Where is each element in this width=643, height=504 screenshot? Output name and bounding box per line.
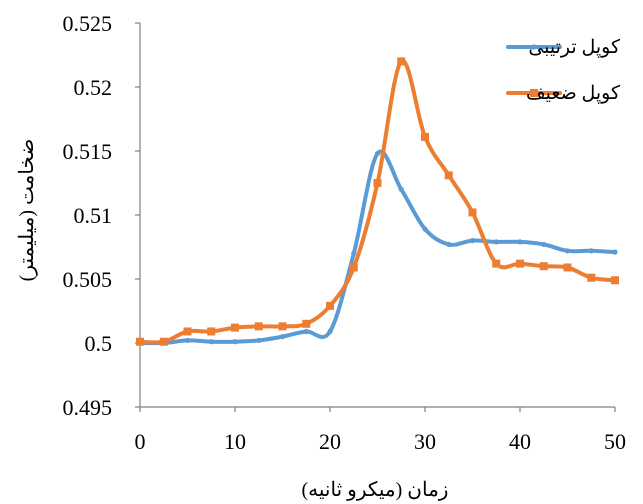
data-point (444, 171, 453, 180)
data-point (184, 337, 191, 344)
legend-label: کوپل ترتیبی (528, 37, 621, 58)
data-point (374, 150, 381, 157)
data-point (326, 301, 334, 310)
legend-marker (530, 89, 538, 97)
data-point (564, 248, 571, 254)
data-point (612, 249, 618, 255)
legend-marker (531, 44, 537, 50)
x-tick-label: 30 (414, 429, 436, 454)
x-axis-label: زمان (میکرو ثانیه) (302, 479, 449, 501)
x-tick-label: 0 (135, 429, 146, 454)
x-tick-label: 10 (224, 429, 246, 454)
x-tick-label: 50 (604, 429, 626, 454)
series-line (138, 59, 617, 345)
series-2 (136, 57, 619, 346)
data-point (254, 322, 263, 331)
legend-label: کوپل ضعیف (526, 83, 621, 104)
data-point (468, 208, 477, 217)
data-point (563, 263, 572, 272)
y-tick-label: 0.525 (63, 11, 113, 36)
data-point (159, 337, 168, 346)
data-point (208, 339, 214, 345)
data-point (541, 241, 547, 248)
data-point (183, 327, 192, 336)
data-point (136, 337, 144, 346)
data-point (351, 250, 357, 256)
data-point (587, 273, 596, 282)
legend: کوپل ترتیبی کوپل ضعیف (506, 37, 621, 104)
data-point (256, 337, 262, 344)
data-point (588, 248, 594, 254)
y-axis-label: ضخامت (میلیمتر) (16, 139, 38, 282)
data-point (611, 276, 619, 285)
data-point (302, 319, 311, 328)
data-point (398, 186, 404, 192)
data-point (492, 259, 501, 268)
y-tick-label: 0.515 (63, 139, 113, 164)
y-tick-label: 0.495 (63, 395, 113, 420)
data-point (232, 339, 238, 345)
data-point (349, 263, 358, 272)
legend-item-2: کوپل ضعیف (506, 83, 621, 104)
series-group (136, 57, 619, 346)
data-point (517, 239, 523, 245)
data-point (207, 327, 216, 336)
y-tick-label: 0.505 (63, 267, 113, 292)
data-point (231, 323, 239, 332)
data-point (327, 328, 333, 335)
y-tick-label: 0.5 (85, 331, 113, 356)
x-axis-ticks: 0 10 20 30 40 50 (135, 407, 626, 454)
data-point (539, 262, 548, 271)
data-point (279, 334, 286, 340)
data-point (373, 179, 382, 187)
data-point (397, 57, 406, 66)
data-point (469, 238, 476, 244)
y-tick-label: 0.52 (74, 75, 113, 100)
series-1 (137, 149, 618, 346)
data-point (422, 226, 428, 232)
y-tick-label: 0.51 (74, 203, 113, 228)
plot-axes (139, 23, 615, 408)
data-point (303, 328, 309, 335)
data-point (446, 241, 452, 248)
data-point (516, 259, 524, 268)
data-point (278, 322, 287, 331)
data-point (421, 132, 429, 141)
x-tick-label: 20 (319, 429, 341, 454)
data-point (493, 239, 499, 245)
series-line (138, 149, 617, 346)
x-tick-label: 40 (509, 429, 531, 454)
y-axis-ticks: 0.495 0.5 0.505 0.51 0.515 0.52 0.525 (63, 11, 140, 420)
legend-item-1: کوپل ترتیبی (506, 37, 621, 58)
